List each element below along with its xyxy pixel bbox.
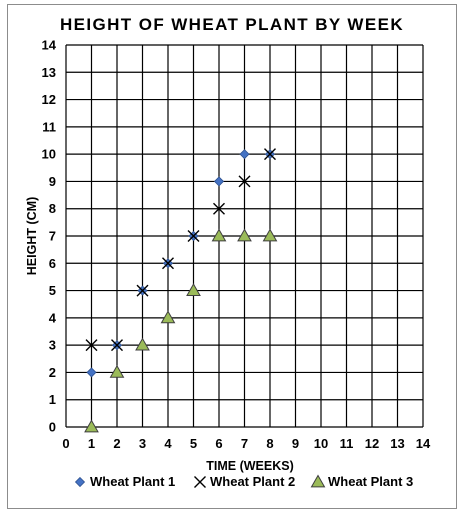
legend-label: Wheat Plant 3 — [328, 474, 413, 489]
chart-title: HEIGHT OF WHEAT PLANT BY WEEK — [60, 15, 404, 34]
x-tick-label: 0 — [62, 436, 69, 451]
data-point — [264, 148, 276, 161]
data-point — [136, 284, 149, 297]
y-axis-label: HEIGHT (CM) — [25, 197, 39, 275]
chart-frame — [7, 4, 457, 509]
x-axis-label: TIME (WEEKS) — [206, 459, 294, 473]
x-tick-label: 3 — [139, 436, 146, 451]
x-tick-label: 6 — [215, 436, 222, 451]
x-tick-label: 8 — [266, 436, 273, 451]
x-tick-label: 11 — [340, 436, 354, 451]
legend-marker — [310, 474, 326, 488]
y-tick-label: 10 — [42, 147, 56, 162]
x-tick-label: 4 — [164, 436, 172, 451]
x-tick-label: 14 — [416, 436, 431, 451]
legend-label: Wheat Plant 1 — [90, 474, 175, 489]
legend-marker — [194, 476, 206, 488]
data-point — [262, 228, 278, 242]
data-point — [237, 228, 252, 242]
y-tick-label: 14 — [42, 38, 57, 53]
data-point — [186, 283, 201, 296]
y-tick-label: 8 — [49, 201, 56, 216]
data-point — [187, 230, 200, 242]
x-tick-label: 5 — [190, 436, 197, 451]
data-point — [239, 149, 250, 160]
x-tick-label: 10 — [314, 436, 328, 451]
y-tick-label: 1 — [49, 392, 56, 407]
data-point — [211, 228, 227, 242]
y-tick-label: 6 — [49, 256, 56, 271]
legend-label: Wheat Plant 2 — [210, 474, 295, 489]
x-tick-label: 12 — [365, 436, 379, 451]
data-point — [109, 364, 125, 378]
y-tick-label: 13 — [42, 65, 56, 80]
y-tick-label: 4 — [49, 310, 57, 325]
y-tick-label: 3 — [49, 338, 56, 353]
x-tick-label: 13 — [390, 436, 404, 451]
y-tick-label: 11 — [42, 119, 56, 134]
data-point — [86, 367, 97, 378]
data-point — [85, 339, 98, 352]
data-marks — [84, 148, 278, 433]
x-axis-ticks: 0 1 2 3 4 5 6 7 8 9 10 11 12 13 14 — [62, 436, 431, 451]
x-tick-label: 9 — [292, 436, 299, 451]
series-3 — [84, 228, 278, 433]
x-tick-label: 7 — [241, 436, 248, 451]
x-tick-label: 2 — [113, 436, 120, 451]
y-tick-label: 7 — [49, 229, 56, 244]
y-tick-label: 9 — [49, 174, 56, 189]
data-point — [84, 419, 99, 433]
y-tick-label: 12 — [42, 92, 56, 107]
x-tick-label: 1 — [88, 436, 95, 451]
y-tick-label: 5 — [49, 283, 56, 298]
data-point — [135, 337, 150, 351]
data-point — [162, 257, 174, 270]
y-tick-label: 2 — [49, 365, 56, 380]
data-point — [213, 202, 225, 215]
legend: Wheat Plant 1 Wheat Plant 2 Wheat Plant 3 — [74, 474, 413, 489]
data-point — [213, 176, 225, 187]
data-point — [160, 310, 176, 324]
series-2 — [85, 148, 276, 352]
y-tick-label: 0 — [49, 420, 56, 435]
data-point — [111, 339, 123, 352]
data-point — [238, 175, 251, 188]
legend-marker — [74, 476, 86, 488]
